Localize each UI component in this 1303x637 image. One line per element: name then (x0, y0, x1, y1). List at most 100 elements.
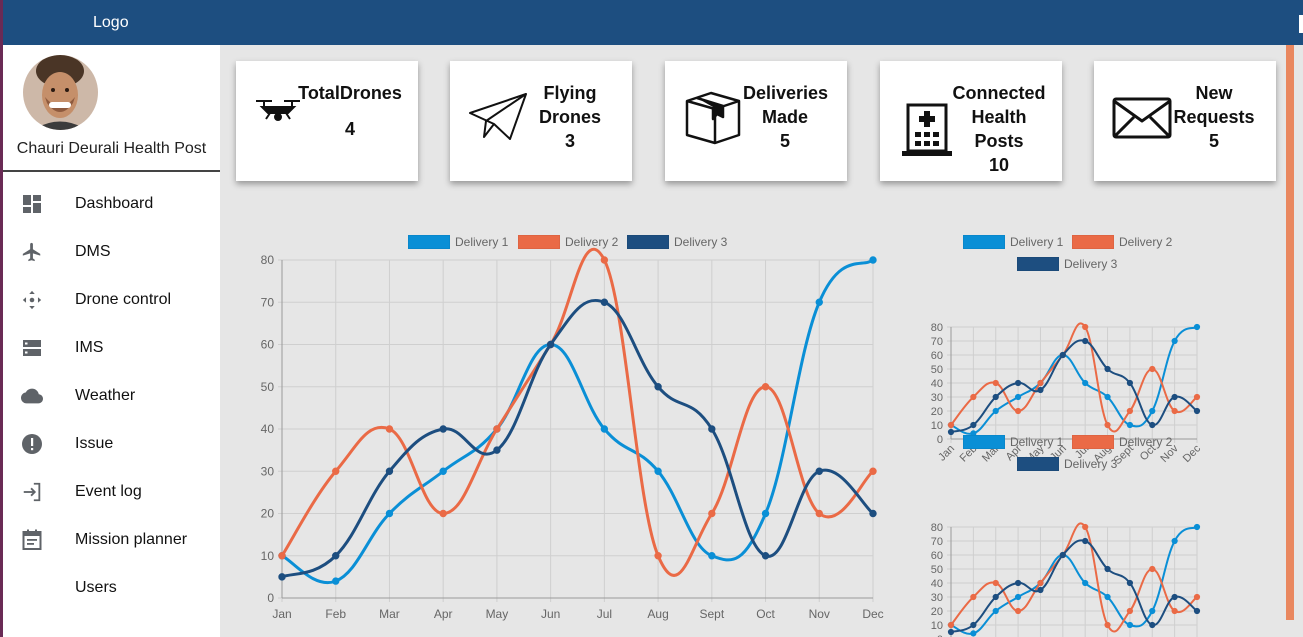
data-point[interactable] (1149, 407, 1156, 415)
menu-icon[interactable] (1299, 15, 1303, 33)
data-point[interactable] (1014, 593, 1022, 601)
legend-item[interactable]: Delivery 2 (1072, 235, 1172, 249)
data-point[interactable] (815, 509, 823, 518)
data-point[interactable] (654, 383, 662, 391)
stat-card-new-requests[interactable]: New Requests 5 (1094, 61, 1276, 181)
data-point[interactable] (947, 621, 955, 629)
data-point[interactable] (439, 509, 447, 518)
data-point[interactable] (947, 628, 955, 636)
data-point[interactable] (1193, 407, 1201, 415)
data-point[interactable] (332, 577, 340, 585)
data-point[interactable] (1014, 579, 1022, 587)
legend-item[interactable]: Delivery 3 (1017, 457, 1117, 471)
data-point[interactable] (654, 467, 662, 475)
data-point[interactable] (970, 393, 977, 401)
sidebar-item-drone-control[interactable]: Drone control (3, 276, 220, 324)
data-point[interactable] (992, 379, 999, 387)
data-point[interactable] (332, 467, 340, 475)
data-point[interactable] (1193, 593, 1201, 601)
data-point[interactable] (1126, 607, 1134, 615)
data-point[interactable] (761, 509, 770, 518)
data-point[interactable] (947, 421, 955, 429)
data-point[interactable] (992, 593, 999, 601)
data-point[interactable] (970, 621, 977, 629)
data-point[interactable] (600, 425, 609, 433)
data-point[interactable] (332, 552, 340, 560)
data-point[interactable] (600, 256, 609, 264)
sidebar-item-ims[interactable]: IMS (3, 324, 220, 372)
data-point[interactable] (1037, 586, 1044, 594)
data-point[interactable] (1014, 607, 1022, 615)
data-point[interactable] (1082, 323, 1089, 331)
sidebar-item-event-log[interactable]: Event log (3, 468, 220, 516)
data-point[interactable] (439, 467, 447, 475)
data-point[interactable] (869, 509, 877, 518)
data-point[interactable] (1037, 379, 1044, 387)
sidebar-item-issue[interactable]: Issue (3, 420, 220, 468)
data-point[interactable] (708, 552, 716, 560)
data-point[interactable] (1193, 607, 1201, 615)
data-point[interactable] (1171, 393, 1178, 401)
data-point[interactable] (1171, 337, 1178, 345)
data-point[interactable] (1014, 393, 1022, 401)
legend-item[interactable]: Delivery 1 (408, 235, 508, 249)
legend-item[interactable]: Delivery 3 (627, 235, 727, 249)
data-point[interactable] (1149, 365, 1156, 373)
data-point[interactable] (1126, 421, 1134, 429)
data-point[interactable] (1104, 393, 1111, 401)
data-point[interactable] (970, 593, 977, 601)
sidebar-item-weather[interactable]: Weather (3, 372, 220, 420)
data-point[interactable] (385, 509, 394, 518)
sidebar-item-dashboard[interactable]: Dashboard (3, 180, 220, 228)
data-point[interactable] (1014, 379, 1022, 387)
data-point[interactable] (1104, 421, 1111, 429)
data-point[interactable] (1104, 365, 1111, 373)
scrollbar[interactable] (1286, 45, 1294, 620)
data-point[interactable] (1193, 323, 1201, 331)
data-point[interactable] (385, 467, 394, 475)
data-point[interactable] (1193, 523, 1201, 531)
legend-item[interactable]: Delivery 1 (963, 235, 1063, 249)
stat-card-flying-drones[interactable]: Flying Drones 3 (450, 61, 632, 181)
sidebar-item-users[interactable]: Users (3, 564, 220, 612)
data-point[interactable] (1082, 579, 1089, 587)
legend-item[interactable]: Delivery 2 (518, 235, 618, 249)
data-point[interactable] (992, 393, 999, 401)
data-point[interactable] (708, 425, 716, 433)
legend-item[interactable]: Delivery 2 (1072, 435, 1172, 449)
data-point[interactable] (1126, 407, 1134, 415)
data-point[interactable] (1171, 593, 1178, 601)
data-point[interactable] (1104, 565, 1111, 573)
legend-item[interactable]: Delivery 3 (1017, 257, 1117, 271)
data-point[interactable] (1149, 607, 1156, 615)
data-point[interactable] (1059, 351, 1066, 359)
data-point[interactable] (385, 425, 394, 433)
data-point[interactable] (1082, 523, 1089, 531)
logo[interactable]: Logo (93, 14, 129, 31)
data-point[interactable] (1126, 379, 1134, 387)
data-point[interactable] (439, 425, 447, 433)
stat-card-deliveries-made[interactable]: Deliveries Made 5 (665, 61, 847, 181)
data-point[interactable] (1149, 621, 1156, 629)
data-point[interactable] (869, 467, 877, 475)
data-point[interactable] (761, 552, 770, 560)
sidebar-item-dms[interactable]: DMS (3, 228, 220, 276)
data-point[interactable] (815, 298, 823, 306)
data-point[interactable] (1104, 621, 1111, 629)
data-point[interactable] (278, 573, 286, 581)
sidebar-item-mission-planner[interactable]: Mission planner (3, 516, 220, 564)
stat-card-connected-health-posts[interactable]: Connected Health Posts 10 (880, 61, 1062, 181)
data-point[interactable] (1059, 551, 1066, 559)
legend-item[interactable]: Delivery 1 (963, 435, 1063, 449)
data-point[interactable] (992, 407, 999, 415)
data-point[interactable] (970, 630, 977, 637)
data-point[interactable] (1014, 407, 1022, 415)
data-point[interactable] (761, 383, 770, 391)
avatar[interactable] (23, 55, 98, 130)
data-point[interactable] (493, 446, 501, 454)
data-point[interactable] (708, 509, 716, 518)
data-point[interactable] (1193, 393, 1201, 401)
data-point[interactable] (1082, 537, 1089, 545)
data-point[interactable] (1037, 386, 1044, 394)
data-point[interactable] (1126, 579, 1134, 587)
